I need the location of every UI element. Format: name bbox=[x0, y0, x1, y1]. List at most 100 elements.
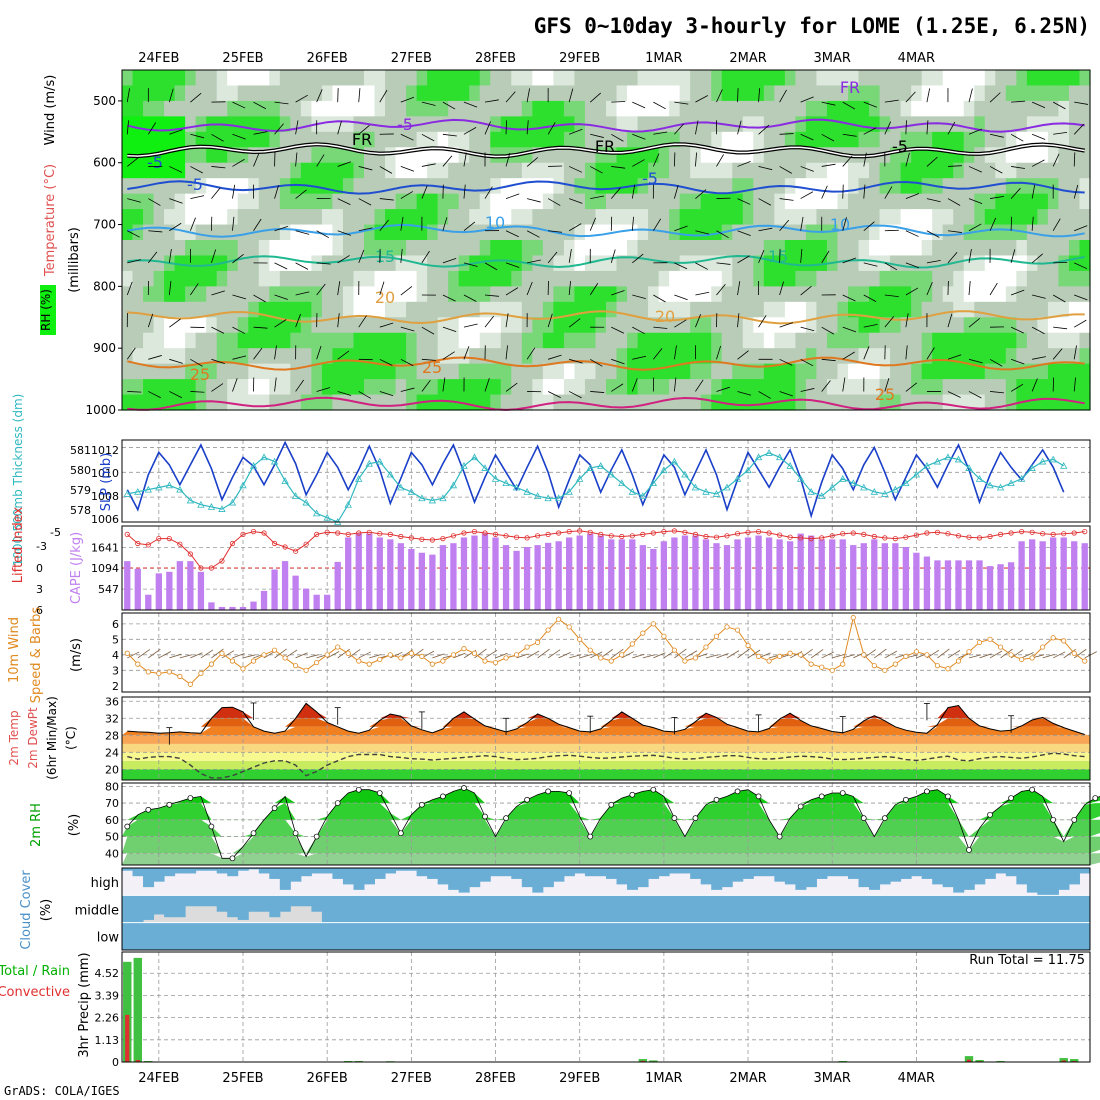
temp-band bbox=[122, 769, 1090, 780]
lifted-index-marker bbox=[976, 535, 983, 541]
rh-cell bbox=[953, 240, 965, 257]
wind-barb bbox=[1074, 262, 1088, 270]
isotherm bbox=[127, 254, 1085, 269]
wind-barb bbox=[358, 125, 370, 135]
cloud-bar bbox=[848, 895, 860, 923]
wind-barb bbox=[295, 152, 298, 167]
rh-cell bbox=[395, 379, 407, 396]
rh-marker bbox=[419, 801, 425, 808]
rh-cell bbox=[353, 379, 365, 396]
wind-barb bbox=[463, 127, 477, 135]
cloud-bar bbox=[342, 868, 354, 885]
cloud-bar bbox=[227, 868, 239, 877]
wind-barb-10m bbox=[821, 651, 834, 659]
rh-cell bbox=[290, 116, 302, 133]
wind-barb bbox=[505, 345, 508, 360]
rh-cell bbox=[1037, 85, 1049, 102]
rh-cell bbox=[774, 85, 786, 102]
rh-cell bbox=[332, 240, 344, 257]
rh-cell bbox=[385, 162, 397, 179]
wind-speed-marker bbox=[1082, 658, 1088, 664]
rh-cell bbox=[805, 255, 818, 272]
rh-cell bbox=[122, 379, 134, 396]
rh-cell bbox=[837, 131, 849, 148]
rh-cell bbox=[122, 209, 134, 226]
rh-cell bbox=[479, 270, 491, 287]
rh-cell bbox=[606, 332, 618, 349]
rh-cell bbox=[532, 255, 544, 272]
rh-cell bbox=[953, 332, 965, 349]
rh-cell bbox=[521, 100, 533, 117]
rh-cell bbox=[837, 162, 849, 179]
rh-cell bbox=[1079, 193, 1091, 210]
rh-cell bbox=[900, 178, 912, 195]
cloud-bar bbox=[690, 868, 702, 879]
rh-cell bbox=[416, 193, 428, 210]
cloud-bar bbox=[879, 868, 891, 885]
rh-cell bbox=[311, 301, 323, 318]
rh-cell bbox=[658, 332, 670, 349]
rh-cell bbox=[511, 332, 523, 349]
wind-barb bbox=[653, 294, 666, 303]
wind-barb bbox=[1073, 184, 1079, 199]
rh-cell bbox=[332, 178, 344, 195]
rh-cell bbox=[500, 301, 512, 318]
cloud-bar bbox=[332, 922, 344, 950]
rh-cell bbox=[774, 131, 786, 148]
rh-cell bbox=[563, 209, 576, 226]
rh-cell bbox=[132, 394, 144, 411]
rh-cell bbox=[742, 240, 754, 257]
wind-speed-marker bbox=[755, 653, 762, 659]
cloud-bar bbox=[563, 895, 575, 923]
rh-cell bbox=[732, 270, 744, 287]
precip-total-bar bbox=[638, 1059, 648, 1062]
rh-cell bbox=[532, 379, 544, 396]
cloud-bar bbox=[795, 868, 807, 890]
rh-cell bbox=[374, 224, 386, 241]
rh-cell bbox=[248, 363, 260, 380]
rh-cell bbox=[364, 147, 376, 164]
rh-cell bbox=[826, 162, 839, 179]
rh-cell bbox=[932, 363, 944, 380]
rh-cell bbox=[469, 301, 481, 318]
rh-cell bbox=[763, 301, 775, 318]
rh-cell bbox=[1005, 85, 1017, 102]
rh-cell bbox=[1058, 100, 1070, 117]
wind-barb bbox=[990, 391, 1005, 394]
rh-cell bbox=[279, 116, 291, 133]
cloud-bar bbox=[669, 868, 681, 874]
rh-cell bbox=[658, 162, 670, 179]
lifted-index-marker bbox=[482, 530, 488, 536]
rh-cell bbox=[742, 193, 754, 210]
rh-cell bbox=[153, 178, 165, 195]
rh-cell bbox=[690, 178, 702, 195]
wind-barb bbox=[716, 386, 730, 392]
rh-cell bbox=[227, 85, 239, 102]
wind-barb bbox=[1032, 294, 1046, 299]
cloud-bar bbox=[753, 868, 765, 877]
rh-cell bbox=[826, 348, 839, 365]
rh-marker bbox=[545, 788, 551, 795]
rh-cell bbox=[448, 116, 460, 133]
wind-barb bbox=[358, 198, 372, 206]
temp-axis-label: (°C) bbox=[64, 726, 78, 750]
rh-cell bbox=[206, 162, 218, 179]
wind-barb bbox=[779, 133, 794, 135]
isotherm-label: -5 bbox=[187, 175, 203, 194]
rh-cell bbox=[774, 255, 786, 272]
rh-marker bbox=[440, 793, 446, 800]
cloud-bar bbox=[890, 895, 902, 923]
rh-cell bbox=[153, 85, 165, 102]
rh-cell bbox=[984, 240, 996, 257]
cloud-bar bbox=[237, 922, 249, 950]
wind-barb bbox=[547, 313, 553, 328]
rh-cell bbox=[616, 270, 628, 287]
thickness-marker bbox=[407, 487, 416, 495]
rh-cell bbox=[490, 255, 502, 272]
rh-cell bbox=[174, 348, 186, 365]
cloud-bar bbox=[679, 868, 691, 874]
rh-cell bbox=[932, 286, 944, 303]
rh-cell bbox=[1058, 209, 1070, 226]
rh-cell bbox=[437, 255, 449, 272]
rh-cell bbox=[164, 116, 176, 133]
